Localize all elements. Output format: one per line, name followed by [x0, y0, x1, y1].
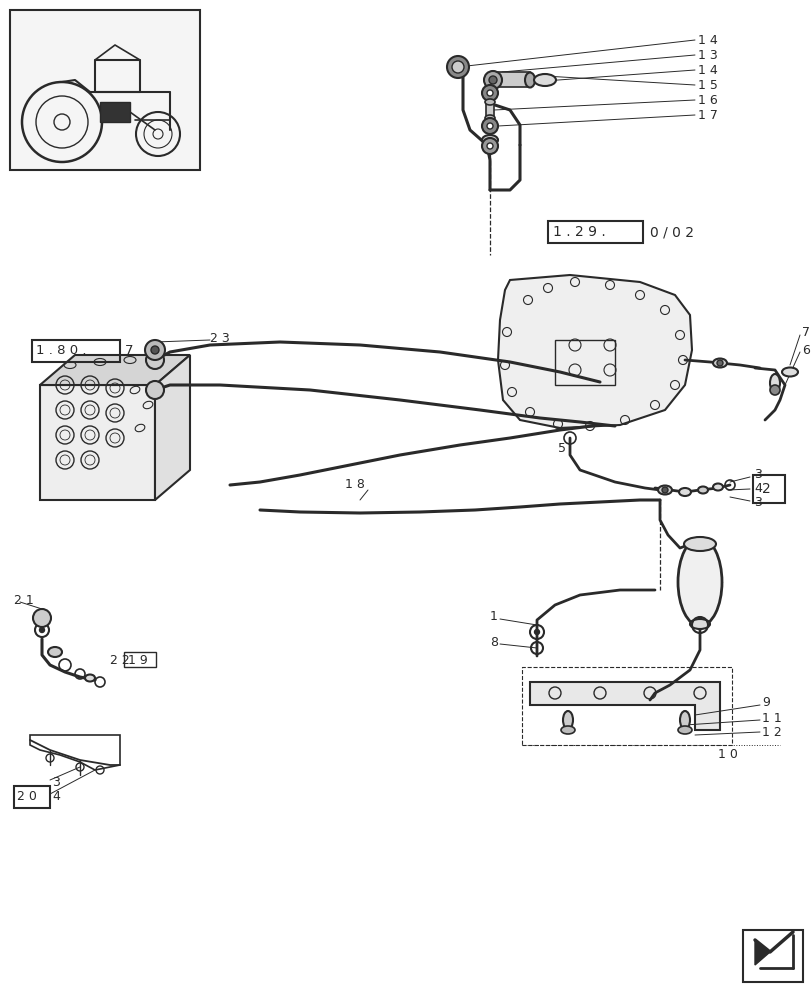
Text: 8: 8	[489, 636, 497, 650]
Ellipse shape	[677, 726, 691, 734]
Bar	[752, 475, 784, 503]
Circle shape	[146, 381, 164, 399]
Ellipse shape	[677, 538, 721, 626]
Circle shape	[452, 61, 463, 73]
Circle shape	[487, 123, 492, 129]
Text: 3: 3	[52, 776, 60, 788]
Text: 2 1: 2 1	[14, 593, 34, 606]
Text: 1 2: 1 2	[761, 725, 781, 738]
Polygon shape	[497, 275, 691, 428]
Ellipse shape	[769, 374, 779, 392]
Polygon shape	[754, 940, 769, 965]
Text: 5: 5	[557, 442, 565, 454]
Bar	[10, 10, 200, 170]
Polygon shape	[40, 355, 190, 385]
Ellipse shape	[48, 647, 62, 657]
Ellipse shape	[482, 135, 497, 145]
Text: 3: 3	[753, 468, 761, 482]
Text: 1 1: 1 1	[761, 711, 781, 724]
Text: 6: 6	[801, 344, 809, 357]
Circle shape	[446, 56, 469, 78]
Text: 4: 4	[753, 483, 761, 495]
Text: 9: 9	[761, 696, 769, 708]
Ellipse shape	[484, 115, 495, 121]
Bar	[547, 221, 642, 243]
Polygon shape	[530, 682, 719, 730]
Polygon shape	[486, 102, 493, 118]
Text: 1 4: 1 4	[697, 34, 717, 47]
Bar	[32, 340, 120, 362]
Circle shape	[483, 71, 501, 89]
Text: 2 2: 2 2	[109, 654, 130, 666]
Ellipse shape	[525, 73, 534, 88]
Text: 7: 7	[125, 344, 133, 358]
Ellipse shape	[683, 537, 715, 551]
Circle shape	[488, 76, 496, 84]
Circle shape	[487, 143, 492, 149]
Text: 1 . 2 9 .: 1 . 2 9 .	[552, 225, 605, 239]
Text: 7: 7	[801, 326, 809, 338]
Text: 0 / 0 2: 0 / 0 2	[649, 225, 693, 239]
Text: 2 3: 2 3	[210, 332, 230, 344]
Ellipse shape	[484, 99, 495, 105]
Bar	[742, 930, 802, 982]
Ellipse shape	[712, 359, 726, 367]
Circle shape	[769, 385, 779, 395]
Circle shape	[40, 628, 45, 632]
Ellipse shape	[689, 619, 709, 629]
Circle shape	[145, 340, 165, 360]
Text: 1 8: 1 8	[345, 479, 364, 491]
Bar	[124, 652, 156, 667]
Text: 1 6: 1 6	[697, 94, 717, 107]
Circle shape	[716, 360, 722, 366]
Circle shape	[146, 351, 164, 369]
Circle shape	[661, 487, 667, 493]
Circle shape	[482, 138, 497, 154]
Ellipse shape	[712, 484, 722, 490]
Ellipse shape	[534, 74, 556, 86]
Circle shape	[482, 85, 497, 101]
Ellipse shape	[679, 711, 689, 729]
Circle shape	[33, 609, 51, 627]
Polygon shape	[155, 355, 190, 500]
Text: 1 4: 1 4	[697, 64, 717, 77]
Text: 1 5: 1 5	[697, 79, 717, 92]
Ellipse shape	[678, 488, 690, 496]
Circle shape	[151, 346, 159, 354]
Bar	[14, 786, 50, 808]
Bar	[554, 340, 614, 385]
Polygon shape	[40, 385, 155, 500]
Text: 1: 1	[489, 610, 497, 624]
Text: 1 7: 1 7	[697, 109, 717, 122]
Circle shape	[482, 118, 497, 134]
Text: 1 3: 1 3	[697, 49, 717, 62]
Text: 1 0: 1 0	[717, 748, 737, 762]
Circle shape	[487, 90, 492, 96]
Ellipse shape	[85, 674, 95, 682]
Text: 2 0: 2 0	[17, 790, 36, 803]
Text: 1 . 8 0 .: 1 . 8 0 .	[36, 344, 87, 358]
Ellipse shape	[781, 367, 797, 376]
Bar	[521, 667, 731, 745]
Text: 2: 2	[761, 482, 770, 496]
Polygon shape	[492, 72, 530, 87]
Ellipse shape	[562, 711, 573, 729]
Circle shape	[534, 630, 539, 634]
Ellipse shape	[657, 486, 672, 494]
Text: 1 9: 1 9	[128, 654, 148, 666]
Ellipse shape	[560, 726, 574, 734]
Polygon shape	[100, 102, 130, 122]
Text: 3: 3	[753, 495, 761, 508]
Ellipse shape	[697, 487, 707, 493]
Text: 4: 4	[52, 790, 60, 802]
